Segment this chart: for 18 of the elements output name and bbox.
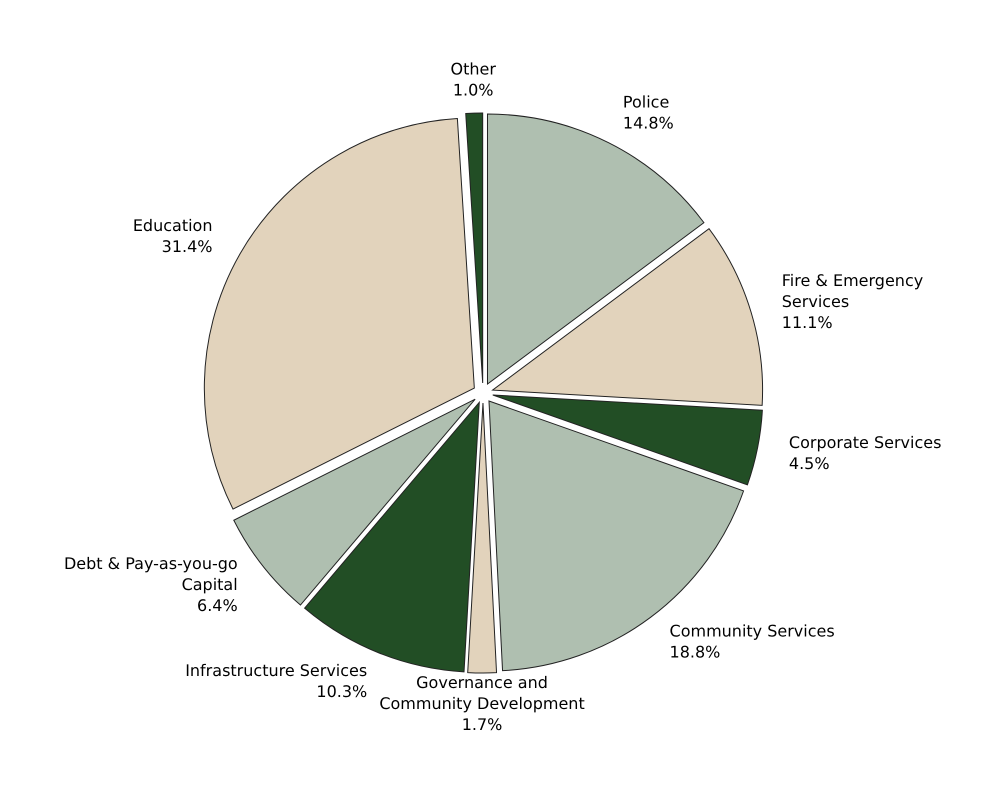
data-label: 4.5% bbox=[788, 454, 830, 474]
slice-label: Education bbox=[132, 216, 212, 236]
slice-label: Corporate Services bbox=[788, 433, 942, 452]
slice-label: Infrastructure Services bbox=[185, 662, 368, 681]
slice-label: Other bbox=[450, 60, 496, 80]
slice-label: Community Services bbox=[670, 622, 835, 641]
data-label: 10.3% bbox=[316, 682, 368, 702]
data-label: 14.8% bbox=[622, 114, 674, 133]
data-label: 6.4% bbox=[197, 596, 238, 616]
data-label: 18.8% bbox=[670, 642, 720, 662]
data-label: 1.7% bbox=[462, 715, 502, 734]
slice-label: Debt & Pay-as-you-go Capital bbox=[64, 554, 238, 594]
data-label: 31.4% bbox=[162, 237, 212, 256]
slice-label: Police bbox=[622, 92, 670, 112]
data-label: 1.0% bbox=[452, 81, 494, 100]
data-label: 11.1% bbox=[782, 314, 833, 333]
slice-label: Governance and Community Development bbox=[379, 673, 585, 714]
slice-label: Fire & Emergency Services bbox=[782, 272, 924, 312]
